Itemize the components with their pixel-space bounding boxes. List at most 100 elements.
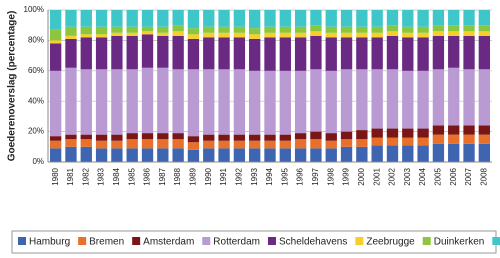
bar-segment	[111, 26, 123, 33]
bar-segment	[157, 148, 169, 162]
bar-segment	[126, 69, 138, 134]
bar-segment	[448, 10, 460, 26]
bar-segment	[157, 139, 169, 149]
bar-segment	[49, 140, 62, 149]
bar-segment	[386, 10, 399, 26]
bar-segment	[432, 125, 445, 135]
x-tick-label: 1996	[296, 167, 305, 185]
bar-segment	[417, 26, 429, 33]
bar-segment	[80, 10, 92, 27]
bar-segment	[402, 10, 414, 27]
bar-segment	[80, 134, 92, 140]
bar-segment	[310, 10, 322, 26]
x-tick-label: 1981	[66, 167, 75, 185]
bar-segment	[340, 37, 353, 70]
bar-segment	[172, 139, 184, 149]
bar-segment	[432, 25, 445, 32]
legend-swatch	[18, 237, 26, 245]
bar-segment	[65, 67, 77, 135]
bar-segment	[249, 10, 261, 29]
bar-segment	[187, 142, 200, 150]
bar-segment	[172, 69, 184, 134]
x-tick-label: 1993	[250, 167, 259, 185]
x-tick-label: 1985	[127, 167, 136, 185]
bar-segment	[249, 148, 261, 162]
bar-segment	[279, 148, 291, 162]
bar-segment	[310, 131, 322, 140]
bar-segment	[141, 31, 154, 35]
bar-segment	[294, 133, 307, 140]
bar-segment	[356, 10, 368, 27]
bar-segment	[463, 125, 475, 135]
y-tick-label: 100%	[24, 5, 44, 14]
bar-segment	[187, 28, 200, 35]
legend-swatch	[492, 237, 500, 245]
bar-segment	[218, 148, 230, 162]
x-tick-label: 1986	[143, 167, 152, 185]
bar-segment	[157, 32, 169, 36]
bar-segment	[141, 10, 154, 27]
bar-segment	[157, 67, 169, 134]
bar-segment	[233, 26, 246, 33]
bar-segment	[463, 143, 475, 162]
bar-segment	[95, 34, 108, 38]
bar-segment	[49, 10, 62, 30]
bar-segment	[157, 133, 169, 140]
bar-segment	[463, 35, 475, 70]
bar-segment	[49, 29, 62, 41]
bar-segment	[95, 10, 108, 27]
bar-segment	[386, 69, 399, 129]
bar-segment	[340, 26, 353, 33]
legend-label: Duinkerken	[434, 237, 485, 248]
bar-segment	[325, 32, 337, 38]
bar-segment	[310, 25, 322, 32]
bar-segment	[371, 37, 383, 70]
bar-segment	[126, 133, 138, 140]
bar-segment	[95, 148, 108, 162]
bar-segment	[264, 148, 276, 162]
bar-segment	[49, 136, 62, 141]
bar-segment	[233, 10, 246, 27]
bar-segment	[203, 140, 215, 149]
y-tick-label: 80%	[28, 36, 44, 45]
bar-segment	[95, 26, 108, 35]
bar-segment	[463, 10, 475, 26]
bar-segment	[126, 32, 138, 36]
x-tick-label: 1980	[51, 167, 60, 185]
bar-segment	[249, 28, 261, 35]
x-tick-label: 2008	[479, 167, 488, 185]
bar-segment	[203, 32, 215, 38]
bar-segment	[80, 139, 92, 147]
legend-label: Zeebrugge	[366, 237, 415, 248]
x-tick-label: 2003	[403, 167, 412, 185]
bar-segment	[432, 143, 445, 162]
bar-segment	[279, 134, 291, 141]
bar-segment	[417, 145, 429, 162]
bar-segment	[294, 32, 307, 38]
bar-segment	[187, 149, 200, 162]
bar-segment	[310, 35, 322, 70]
x-tick-label: 1990	[204, 167, 213, 185]
bar-segment	[478, 10, 491, 26]
bar-segment	[264, 10, 276, 27]
bar-segment	[402, 37, 414, 71]
bar-segment	[417, 37, 429, 71]
bar-segment	[65, 10, 77, 27]
bar-segment	[249, 70, 261, 135]
x-tick-label: 1982	[81, 167, 90, 185]
bar-segment	[294, 37, 307, 71]
bar-segment	[126, 26, 138, 33]
bar-segment	[463, 134, 475, 144]
bar-segment	[432, 134, 445, 144]
x-tick-label: 1998	[326, 167, 335, 185]
legend-label: Scheldehavens	[279, 237, 347, 248]
bar-segment	[80, 34, 92, 38]
bar-segment	[294, 10, 307, 27]
bar-segment	[417, 137, 429, 146]
x-tick-label: 1992	[234, 167, 243, 185]
bar-segment	[279, 140, 291, 149]
x-tick-label: 2000	[357, 167, 366, 185]
bar-segment	[478, 35, 491, 70]
bar-segment	[49, 40, 62, 44]
bar-segment	[65, 146, 77, 162]
